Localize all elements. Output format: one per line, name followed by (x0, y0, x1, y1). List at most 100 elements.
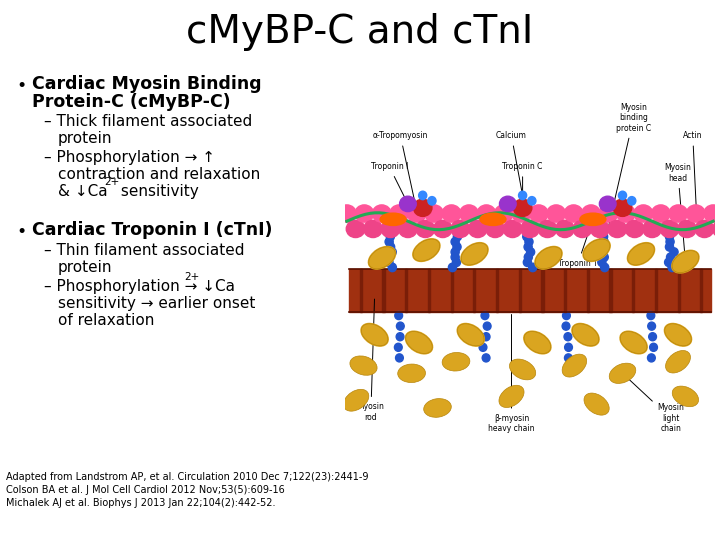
Text: contraction and relaxation: contraction and relaxation (58, 167, 260, 182)
Ellipse shape (385, 238, 393, 246)
Ellipse shape (598, 258, 606, 267)
Ellipse shape (486, 220, 505, 238)
Ellipse shape (395, 343, 402, 352)
Ellipse shape (449, 263, 456, 272)
Ellipse shape (573, 220, 592, 238)
Ellipse shape (423, 399, 451, 417)
Text: cMyBP-C and cTnI: cMyBP-C and cTnI (186, 13, 534, 51)
Ellipse shape (523, 232, 531, 241)
Ellipse shape (512, 205, 531, 222)
Ellipse shape (672, 386, 698, 407)
Ellipse shape (626, 220, 644, 238)
Ellipse shape (529, 205, 548, 222)
Ellipse shape (621, 332, 647, 354)
Ellipse shape (665, 324, 691, 346)
Ellipse shape (564, 343, 572, 352)
Text: Colson BA et al. J Mol Cell Cardiol 2012 Nov;53(5):609-16: Colson BA et al. J Mol Cell Cardiol 2012… (6, 485, 284, 495)
Text: Actin: Actin (683, 131, 703, 211)
Ellipse shape (704, 205, 720, 222)
Ellipse shape (538, 220, 557, 238)
Ellipse shape (503, 220, 522, 238)
Ellipse shape (628, 197, 636, 205)
Text: Cardiac Myosin Binding: Cardiac Myosin Binding (32, 75, 261, 93)
Text: Michalek AJ et al. Biophys J 2013 Jan 22;104(2):442-52.: Michalek AJ et al. Biophys J 2013 Jan 22… (6, 498, 276, 508)
Ellipse shape (649, 343, 657, 352)
Ellipse shape (628, 243, 654, 265)
Text: Troponin T: Troponin T (558, 222, 598, 267)
Ellipse shape (599, 248, 607, 256)
Ellipse shape (647, 312, 654, 320)
Ellipse shape (386, 232, 395, 241)
Ellipse shape (564, 205, 583, 222)
Ellipse shape (418, 191, 427, 200)
Bar (541, 269, 544, 312)
Text: β-myosin
heavy chain: β-myosin heavy chain (488, 314, 535, 433)
Ellipse shape (397, 322, 404, 330)
Ellipse shape (666, 238, 674, 246)
Text: Cardiac Troponin I (cTnI): Cardiac Troponin I (cTnI) (32, 221, 272, 239)
Ellipse shape (649, 333, 657, 341)
Ellipse shape (652, 205, 670, 222)
Ellipse shape (695, 220, 714, 238)
Ellipse shape (672, 251, 699, 273)
Text: Adapted from Landstrom AP, et al. Circulation 2010 Dec 7;122(23):2441-9: Adapted from Landstrom AP, et al. Circul… (6, 472, 369, 482)
Ellipse shape (462, 243, 487, 265)
Ellipse shape (535, 246, 562, 269)
Bar (473, 269, 475, 312)
Ellipse shape (479, 343, 487, 352)
Ellipse shape (442, 353, 470, 371)
Bar (360, 269, 362, 312)
Text: •: • (16, 223, 26, 241)
Ellipse shape (521, 220, 539, 238)
Text: – Thick filament associated: – Thick filament associated (44, 114, 252, 129)
Ellipse shape (468, 220, 487, 238)
Ellipse shape (564, 354, 572, 362)
Ellipse shape (413, 199, 432, 217)
Ellipse shape (583, 239, 611, 261)
Ellipse shape (385, 253, 393, 261)
Text: Myosin
light
chain: Myosin light chain (624, 375, 684, 433)
Bar (405, 269, 408, 312)
Ellipse shape (372, 205, 391, 222)
Ellipse shape (525, 238, 533, 246)
Bar (496, 269, 498, 312)
Ellipse shape (397, 364, 426, 382)
Text: & ↓Ca: & ↓Ca (58, 184, 107, 199)
Ellipse shape (380, 213, 406, 226)
Ellipse shape (665, 242, 673, 251)
Ellipse shape (528, 263, 537, 272)
Ellipse shape (453, 242, 461, 251)
Ellipse shape (535, 247, 562, 269)
Ellipse shape (369, 247, 395, 269)
Ellipse shape (608, 220, 626, 238)
Ellipse shape (481, 312, 489, 320)
Ellipse shape (572, 324, 599, 346)
Ellipse shape (618, 191, 626, 200)
Bar (382, 269, 384, 312)
Ellipse shape (395, 354, 403, 362)
Ellipse shape (590, 220, 609, 238)
Bar (632, 269, 634, 312)
Ellipse shape (369, 246, 395, 269)
Ellipse shape (665, 258, 672, 267)
Text: – Phosphorylation → ↑: – Phosphorylation → ↑ (44, 150, 215, 165)
Bar (701, 269, 703, 312)
Ellipse shape (361, 323, 388, 346)
Ellipse shape (482, 333, 490, 341)
Ellipse shape (510, 359, 536, 380)
Ellipse shape (428, 197, 436, 205)
Ellipse shape (451, 248, 459, 256)
Bar (428, 269, 430, 312)
Ellipse shape (524, 242, 532, 251)
Ellipse shape (406, 332, 432, 354)
Ellipse shape (388, 263, 397, 272)
Ellipse shape (686, 205, 705, 222)
Bar (587, 269, 589, 312)
Ellipse shape (609, 363, 636, 383)
Ellipse shape (361, 324, 388, 346)
Bar (654, 269, 657, 312)
Ellipse shape (627, 242, 654, 265)
Ellipse shape (399, 220, 417, 238)
Ellipse shape (667, 253, 675, 261)
Text: Myosin
rod: Myosin rod (357, 299, 384, 422)
